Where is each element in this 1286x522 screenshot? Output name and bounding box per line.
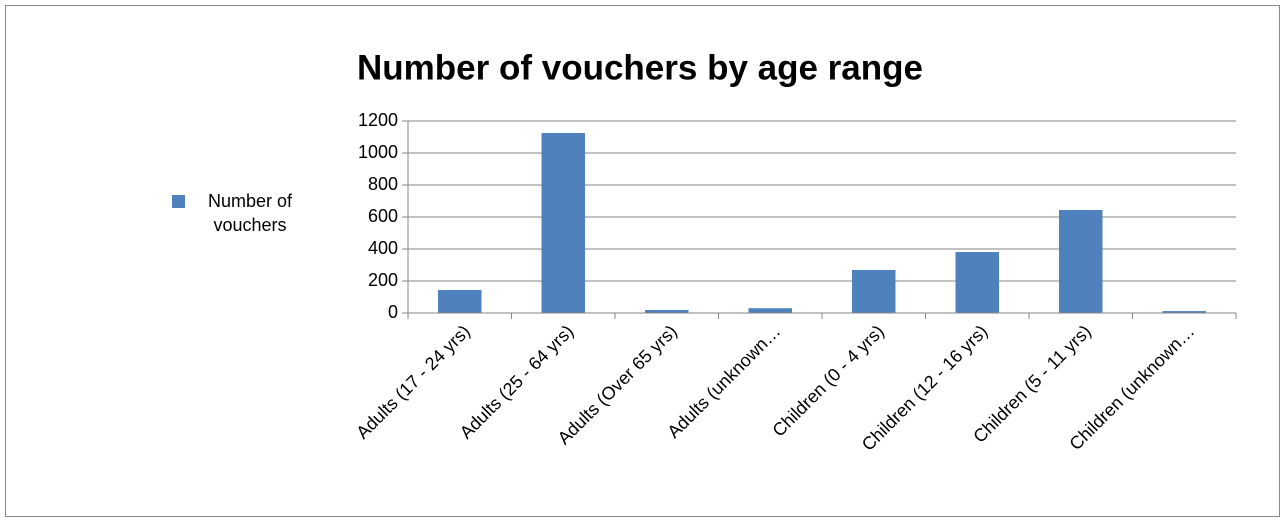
chart-title: Number of vouchers by age range xyxy=(357,48,923,87)
y-tick-label: 1000 xyxy=(358,142,398,162)
bar xyxy=(748,308,792,313)
bar xyxy=(1162,311,1206,313)
bar xyxy=(541,133,585,313)
bar xyxy=(1059,209,1103,313)
legend: Number of vouchers xyxy=(172,189,322,237)
y-tick-label: 1200 xyxy=(358,110,398,130)
y-tick-label: 800 xyxy=(368,174,398,194)
legend-swatch xyxy=(172,195,185,208)
y-tick-label: 0 xyxy=(388,302,398,322)
y-tick-label: 400 xyxy=(368,238,398,258)
y-tick-label: 600 xyxy=(368,206,398,226)
bar xyxy=(852,269,896,313)
y-tick-label: 200 xyxy=(368,270,398,290)
bar xyxy=(645,309,689,313)
bar xyxy=(955,252,999,313)
bar xyxy=(438,289,482,313)
legend-label: Number of vouchers xyxy=(207,191,293,235)
